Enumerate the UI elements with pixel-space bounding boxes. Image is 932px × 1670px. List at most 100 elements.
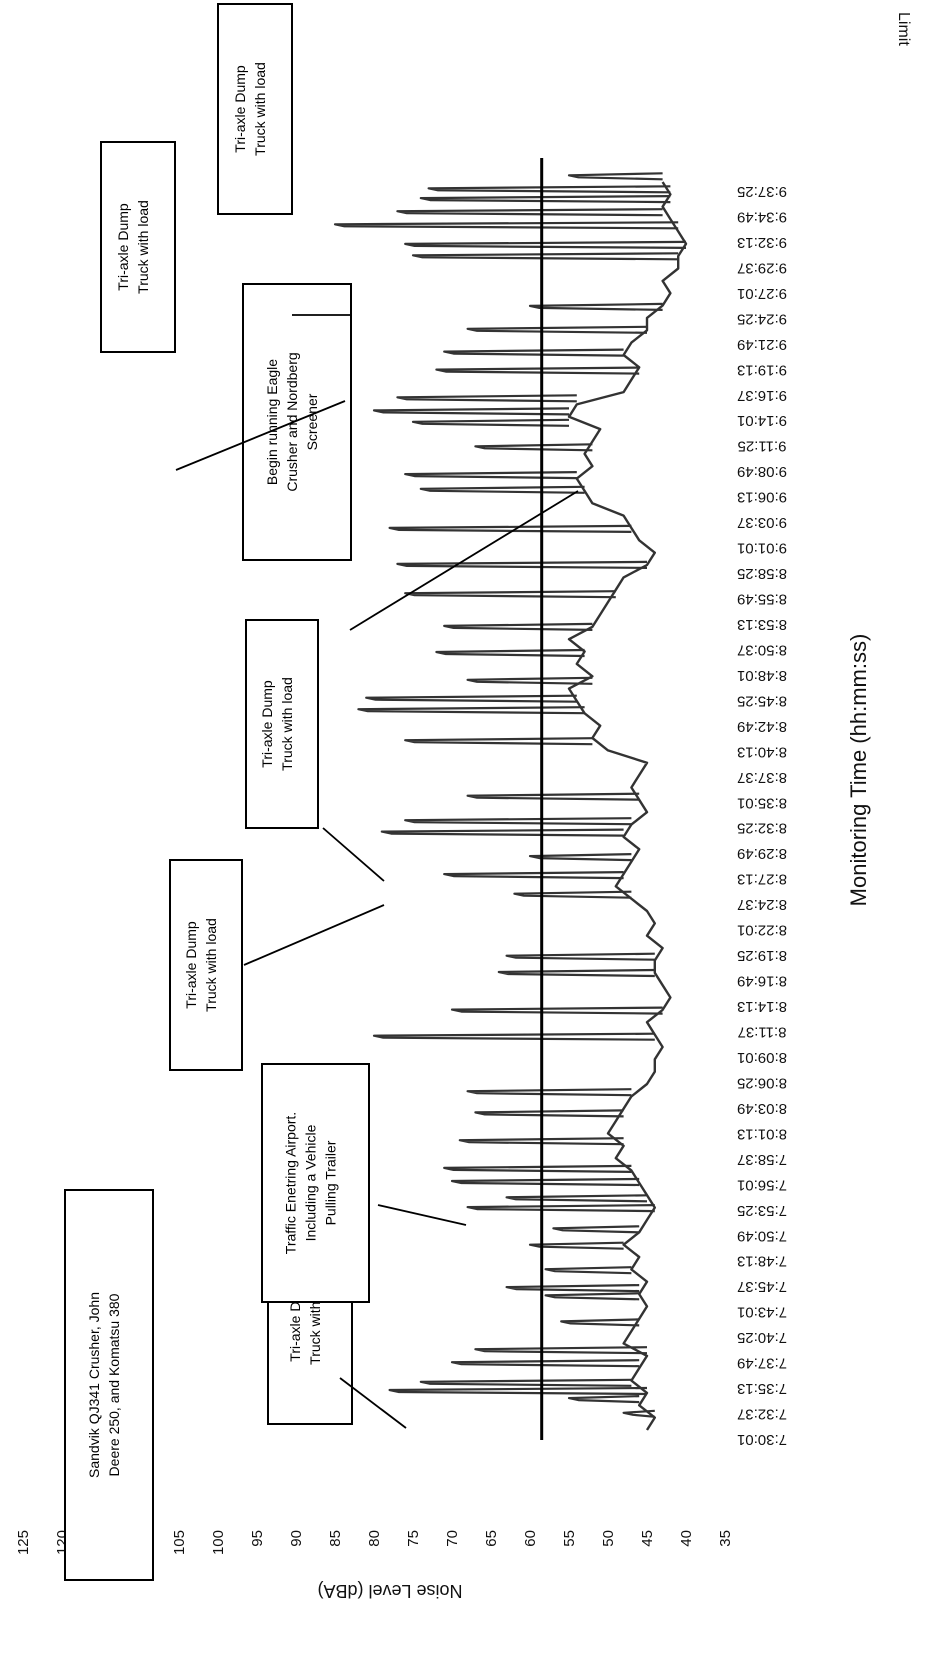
noise-peak-spike	[435, 648, 585, 658]
x-tick-label: 8:35:01	[737, 794, 787, 811]
noise-peak-spike	[419, 195, 671, 204]
x-tick-label: 9:16:37	[737, 387, 787, 404]
annotation-text: Including a Vehicle	[303, 1124, 319, 1241]
noise-peak-spike	[528, 853, 632, 862]
x-tick-label: 7:56:01	[737, 1176, 787, 1193]
x-tick-label: 8:14:13	[737, 998, 787, 1015]
x-tick-label: 7:32:37	[737, 1406, 787, 1423]
x-tick-label: 9:01:01	[737, 540, 787, 557]
x-tick-label: 8:50:37	[737, 641, 787, 658]
x-tick-label: 8:11:37	[738, 1023, 787, 1040]
x-tick-label: 7:58:37	[737, 1151, 787, 1168]
x-tick-label: 7:50:49	[737, 1227, 787, 1244]
noise-peak-spike	[411, 252, 679, 261]
x-tick-label: 9:14:01	[737, 412, 787, 429]
annotation-pointer	[175, 400, 346, 471]
noise-peak-spike	[372, 1032, 655, 1041]
noise-peak-spike	[528, 1241, 624, 1250]
noise-peak-spike	[450, 1177, 640, 1187]
x-tick-label: 7:48:13	[737, 1253, 787, 1270]
annotation-text: Sandvik QJ341 Crusher, John	[86, 1292, 102, 1478]
noise-peak-spike	[411, 418, 570, 427]
x-tick-label: 8:48:01	[737, 667, 787, 684]
y-tick-label: 85	[327, 1530, 344, 1547]
limit-label: Limit	[895, 12, 912, 46]
x-tick-label: 7:40:25	[737, 1329, 787, 1346]
y-tick-label: 100	[210, 1530, 227, 1555]
x-tick-label: 8:37:37	[737, 769, 787, 786]
x-tick-label: 9:06:13	[737, 489, 787, 506]
noise-peak-spike	[567, 172, 663, 181]
x-tick-label: 8:09:01	[737, 1049, 787, 1066]
noise-baseline-line	[567, 181, 688, 1431]
y-tick-label: 60	[522, 1530, 539, 1547]
x-tick-label: 8:24:37	[737, 896, 787, 913]
x-tick-label: 9:21:49	[737, 336, 787, 353]
noise-peak-spike	[443, 348, 624, 357]
y-tick-label: 40	[678, 1530, 695, 1547]
noise-peak-spike	[404, 737, 593, 746]
noise-peak-spike	[435, 366, 640, 375]
x-tick-label: 8:16:49	[737, 973, 787, 990]
noise-peak-spike	[560, 1318, 640, 1327]
annotation-box	[242, 283, 352, 561]
x-tick-label: 8:53:13	[737, 616, 787, 633]
y-tick-label: 35	[717, 1530, 734, 1547]
x-tick-label: 9:19:13	[737, 361, 787, 378]
noise-peak-spike	[404, 240, 687, 249]
x-tick-label: 8:06:25	[737, 1074, 787, 1091]
noise-peak-spike	[466, 676, 593, 685]
x-tick-label: 7:43:01	[737, 1304, 787, 1321]
x-tick-label: 7:53:25	[737, 1202, 787, 1219]
annotation-box	[217, 3, 293, 215]
x-tick-label: 9:27:01	[737, 285, 787, 302]
annotation-text: Tri-axle Dump	[232, 65, 248, 153]
x-tick-label: 9:24:25	[737, 310, 787, 327]
x-tick-label: 9:32:13	[737, 234, 787, 251]
annotation-text: Tri-axle Dump	[115, 203, 131, 291]
x-tick-label: 8:03:49	[737, 1100, 787, 1117]
noise-peak-spike	[505, 1194, 648, 1203]
annotation-text: Begin running Eagle	[264, 359, 280, 485]
noise-peak-spike	[419, 1378, 632, 1387]
x-tick-label: 8:27:13	[737, 871, 787, 888]
noise-peak-spike	[552, 1225, 640, 1234]
annotation-pointer	[377, 1204, 467, 1226]
noise-peak-spike	[544, 1266, 632, 1275]
noise-peak-spike	[622, 1409, 655, 1418]
x-tick-label: 8:01:13	[737, 1125, 787, 1142]
noise-peak-spike	[388, 524, 632, 533]
x-tick-label: 8:42:49	[737, 718, 787, 735]
x-tick-label: 8:29:49	[737, 845, 787, 862]
x-tick-label: 8:32:25	[737, 820, 787, 837]
y-axis-title: Noise Level (dBA)	[317, 1581, 462, 1601]
y-tick-label: 95	[249, 1530, 266, 1547]
x-tick-label: 8:22:01	[737, 922, 787, 939]
noise-peak-spike	[333, 221, 679, 230]
x-tick-label: 9:34:49	[737, 208, 787, 225]
annotation-box	[100, 141, 176, 353]
noise-peak-spike	[505, 952, 655, 961]
annotation-box	[245, 619, 319, 829]
noise-peak-spike	[372, 407, 570, 416]
y-tick-label: 45	[639, 1530, 656, 1547]
noise-peak-spike	[450, 1006, 663, 1015]
annotation-box	[169, 859, 243, 1071]
x-tick-label: 8:55:49	[737, 591, 787, 608]
noise-peak-spike	[388, 1386, 648, 1396]
noise-peak-spike	[443, 1164, 632, 1173]
x-tick-label: 7:35:13	[737, 1380, 787, 1397]
noise-peak-spike	[497, 968, 655, 978]
noise-peak-spike	[396, 560, 648, 569]
noise-peak-spike	[505, 1284, 640, 1293]
y-tick-label: 90	[288, 1530, 305, 1547]
noise-peak-spike	[528, 302, 663, 311]
x-tick-label: 7:45:37	[737, 1278, 787, 1295]
noise-peak-spike	[427, 185, 671, 194]
x-tick-label: 9:08:49	[737, 463, 787, 480]
